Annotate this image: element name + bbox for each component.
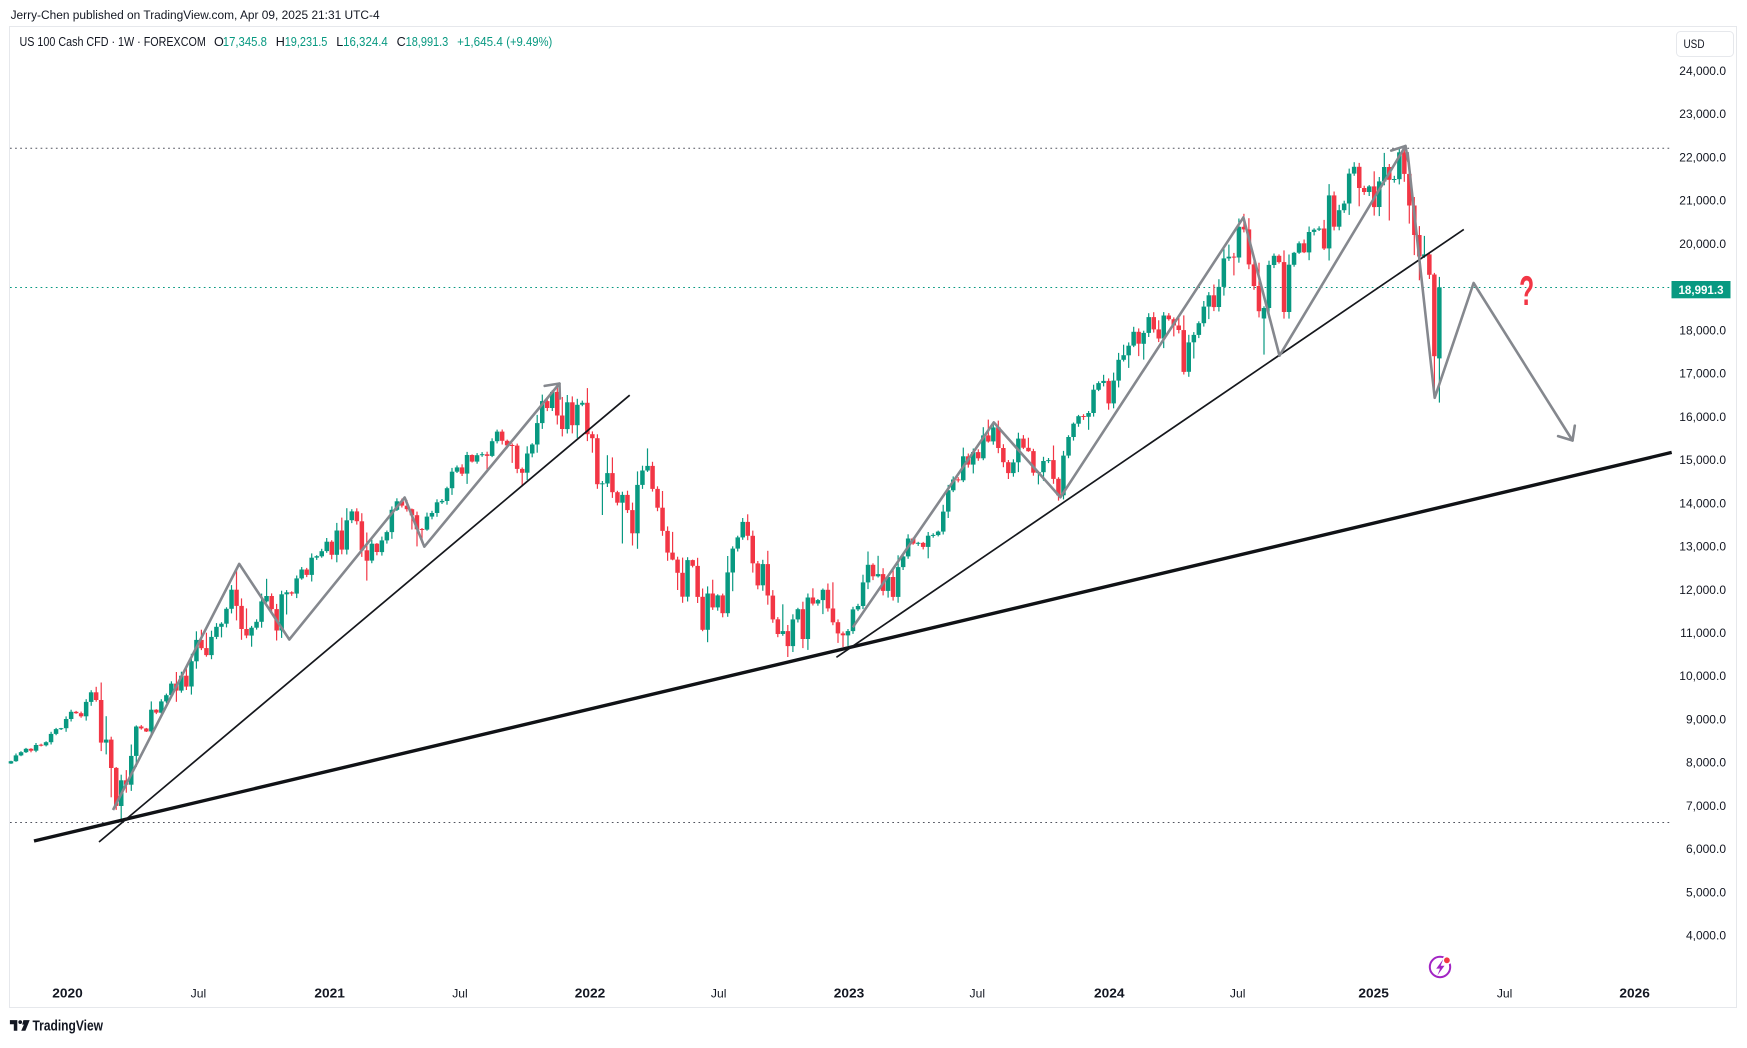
svg-text:10,000.0: 10,000.0	[1679, 669, 1726, 683]
svg-text:Jul: Jul	[452, 987, 468, 1001]
svg-text:14,000.0: 14,000.0	[1679, 496, 1726, 510]
svg-text:16,324.4: 16,324.4	[343, 35, 388, 49]
svg-text:2024: 2024	[1094, 987, 1125, 1001]
svg-text:(+9.49%): (+9.49%)	[506, 35, 552, 49]
svg-text:11,000.0: 11,000.0	[1680, 626, 1726, 640]
svg-text:4,000.0: 4,000.0	[1686, 929, 1726, 943]
svg-text:7,000.0: 7,000.0	[1686, 799, 1726, 813]
svg-text:12,000.0: 12,000.0	[1679, 583, 1726, 597]
svg-text:17,345.8: 17,345.8	[223, 35, 267, 49]
svg-text:Jerry-Chen published on Tradin: Jerry-Chen published on TradingView.com,…	[11, 8, 380, 22]
svg-text:15,000.0: 15,000.0	[1679, 453, 1726, 467]
svg-text:23,000.0: 23,000.0	[1679, 107, 1726, 121]
svg-text:2022: 2022	[575, 987, 606, 1001]
svg-text:Jul: Jul	[191, 987, 207, 1001]
svg-text:H: H	[276, 35, 285, 49]
svg-text:20,000.0: 20,000.0	[1679, 237, 1726, 251]
svg-text:5,000.0: 5,000.0	[1686, 885, 1726, 899]
svg-text:18,000.0: 18,000.0	[1679, 323, 1726, 337]
svg-text:9,000.0: 9,000.0	[1686, 712, 1726, 726]
svg-text:16,000.0: 16,000.0	[1679, 410, 1726, 424]
svg-text:TradingView: TradingView	[33, 1019, 104, 1035]
svg-text:21,000.0: 21,000.0	[1679, 194, 1726, 208]
svg-text:2020: 2020	[52, 987, 83, 1001]
svg-text:Jul: Jul	[1230, 987, 1246, 1001]
svg-text:2025: 2025	[1358, 987, 1389, 1001]
svg-text:Jul: Jul	[711, 987, 727, 1001]
svg-text:2021: 2021	[314, 987, 345, 1001]
svg-text:6,000.0: 6,000.0	[1686, 842, 1726, 856]
svg-text:8,000.0: 8,000.0	[1686, 756, 1726, 770]
svg-text:24,000.0: 24,000.0	[1679, 64, 1726, 78]
svg-text:2026: 2026	[1619, 987, 1650, 1001]
svg-text:19,231.5: 19,231.5	[285, 35, 328, 49]
svg-text:US 100 Cash CFD · 1W · FOREXCO: US 100 Cash CFD · 1W · FOREXCOM	[20, 35, 206, 49]
svg-text:2023: 2023	[834, 987, 865, 1001]
svg-text:?: ?	[1519, 267, 1534, 314]
svg-text:Jul: Jul	[1497, 987, 1513, 1001]
svg-text:18,991.3: 18,991.3	[1679, 283, 1724, 297]
svg-text:USD: USD	[1684, 37, 1705, 51]
svg-text:17,000.0: 17,000.0	[1679, 367, 1726, 381]
svg-text:Jul: Jul	[970, 987, 986, 1001]
svg-text:22,000.0: 22,000.0	[1679, 151, 1726, 165]
svg-text:+1,645.4: +1,645.4	[457, 35, 503, 49]
svg-text:C: C	[397, 35, 406, 49]
svg-text:13,000.0: 13,000.0	[1679, 540, 1726, 554]
svg-text:18,991.3: 18,991.3	[406, 35, 449, 49]
